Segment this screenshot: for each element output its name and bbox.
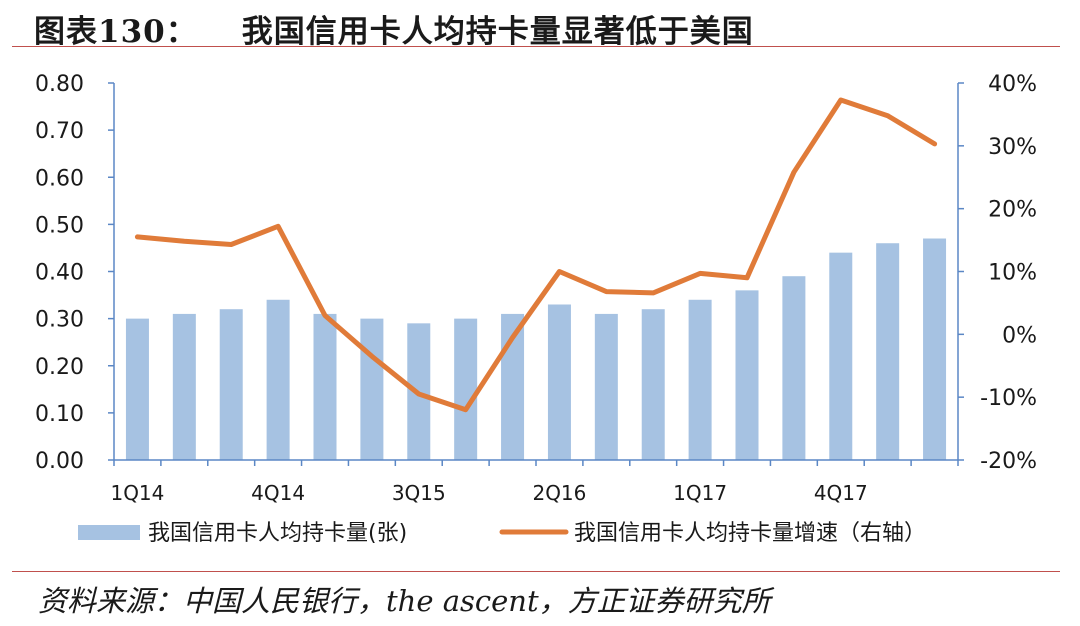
bar-4Q17 — [829, 252, 853, 460]
y-right-tick-label: -10% — [980, 386, 1037, 411]
chart-title-text: 我国信用卡人均持卡量显著低于美国 — [241, 14, 754, 50]
legend-bar-label: 我国信用卡人均持卡量(张) — [148, 521, 407, 546]
y-right-tick-label: 40% — [988, 72, 1037, 97]
y-left-tick-label: 0.30 — [35, 308, 84, 333]
chart-title: 图表130： 我国信用卡人均持卡量显著低于美国 — [34, 6, 754, 51]
legend-bar-swatch — [78, 525, 140, 540]
y-left-tick-label: 0.70 — [35, 119, 84, 144]
x-tick-label: 2Q16 — [532, 481, 586, 505]
x-tick-label: 3Q15 — [392, 481, 446, 505]
footer-divider — [12, 571, 1060, 572]
title-divider — [12, 46, 1060, 47]
y-right-tick-label: -20% — [980, 449, 1037, 474]
bar-4Q16 — [641, 309, 665, 460]
bar-3Q16 — [594, 313, 618, 460]
y-right-tick-label: 10% — [988, 261, 1037, 286]
bar-2Q14 — [172, 313, 196, 460]
bar-1Q18 — [876, 243, 900, 460]
y-right-tick-label: 0% — [1002, 323, 1037, 348]
y-left-tick-label: 0.10 — [35, 402, 84, 427]
bar-3Q17 — [782, 276, 806, 460]
growth-rate-line — [134, 97, 938, 413]
y-right-tick-label: 20% — [988, 198, 1037, 223]
bar-1Q14 — [125, 318, 149, 460]
bar-2Q16 — [547, 304, 571, 460]
x-tick-label: 1Q14 — [110, 481, 164, 505]
y-left-tick-label: 0.80 — [35, 72, 84, 97]
chart-title-number: 图表130： — [34, 14, 198, 50]
bar-1Q15 — [313, 313, 337, 460]
source-note: 资料来源：中国人民银行，the ascent，方正证券研究所 — [38, 584, 771, 618]
bar-2Q15 — [360, 318, 384, 460]
y-left-tick-label: 0.40 — [35, 261, 84, 286]
y-left-tick-label: 0.60 — [35, 166, 84, 191]
y-left-tick-label: 0.20 — [35, 355, 84, 380]
bar-3Q14 — [219, 309, 243, 460]
y-left-tick-label: 0.50 — [35, 213, 84, 238]
x-tick-label: 1Q17 — [673, 481, 727, 505]
bar-4Q14 — [266, 299, 290, 460]
legend-line-label: 我国信用卡人均持卡量增速（右轴） — [574, 521, 926, 546]
bar-2Q18 — [923, 238, 947, 460]
y-left-tick-label: 0.00 — [35, 449, 84, 474]
bar-2Q17 — [735, 290, 759, 460]
bar-4Q15 — [454, 318, 478, 460]
bar-1Q17 — [688, 299, 712, 460]
x-tick-label: 4Q14 — [251, 481, 305, 505]
x-tick-label: 4Q17 — [814, 481, 868, 505]
y-right-tick-label: 30% — [988, 135, 1037, 160]
